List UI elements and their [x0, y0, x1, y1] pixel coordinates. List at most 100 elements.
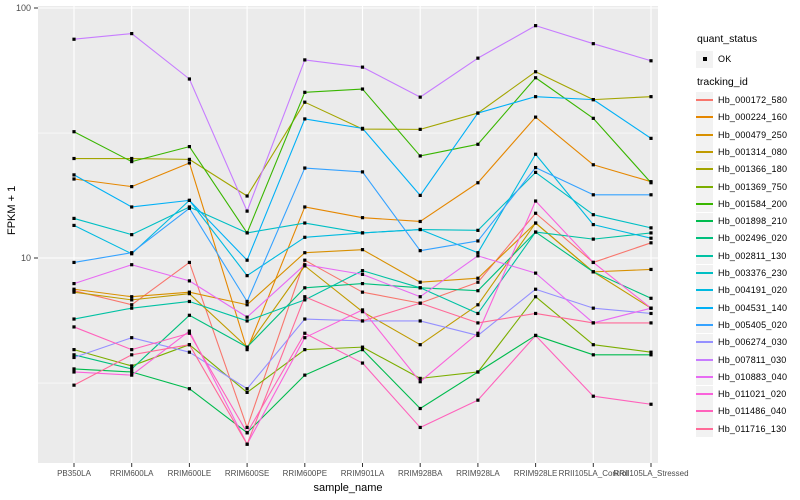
- series-color-swatch: [696, 393, 713, 396]
- legend-key-box: [696, 50, 713, 68]
- legend-item-label: Hb_001369_750: [718, 181, 788, 192]
- data-point: [591, 343, 595, 347]
- data-point: [476, 331, 480, 335]
- series-color-swatch: [696, 220, 713, 223]
- data-point: [187, 279, 191, 283]
- data-point: [476, 276, 480, 280]
- data-point: [476, 370, 480, 374]
- data-point: [187, 350, 191, 354]
- data-point: [130, 159, 134, 164]
- data-point: [418, 406, 422, 411]
- legend-key-box: [696, 316, 713, 334]
- data-point: [303, 221, 307, 225]
- x-axis-title: sample_name: [313, 482, 383, 494]
- data-point: [72, 223, 76, 228]
- legend-item-Hb_004531_140: Hb_004531_140: [696, 299, 787, 317]
- data-point: [591, 42, 595, 46]
- data-point: [303, 205, 307, 209]
- data-point: [534, 199, 538, 203]
- legend-item-label: Hb_007811_030: [718, 354, 787, 365]
- data-point: [303, 100, 307, 104]
- legend-key-box: [696, 108, 713, 126]
- legend-item-Hb_011021_020: Hb_011021_020: [696, 385, 787, 403]
- legend-item-label: Hb_005405_020: [718, 319, 788, 330]
- data-point: [130, 336, 134, 340]
- x-tick-label: RRIM928BA: [398, 469, 443, 478]
- data-point: [534, 295, 538, 299]
- legend-item-Hb_002496_020: Hb_002496_020: [696, 229, 787, 247]
- series-color-swatch: [696, 375, 713, 378]
- legend-item-Hb_000224_160: Hb_000224_160: [696, 108, 787, 126]
- data-point: [418, 376, 422, 380]
- data-point: [303, 166, 307, 170]
- legend-key-box: [696, 160, 713, 178]
- data-point: [476, 181, 480, 185]
- data-point: [476, 303, 480, 307]
- legend-item-label: Hb_011021_020: [718, 389, 787, 400]
- data-point: [360, 248, 365, 252]
- data-point: [72, 383, 76, 387]
- data-point: [534, 170, 538, 174]
- series-color-swatch: [696, 116, 713, 119]
- data-point: [418, 380, 422, 384]
- series-color-swatch: [696, 99, 713, 101]
- data-point: [303, 295, 307, 299]
- legend-key-box: [696, 195, 713, 213]
- data-point: [534, 95, 538, 99]
- legend-item-label: Hb_006274_030: [718, 337, 788, 348]
- data-point: [245, 231, 249, 235]
- series-color-swatch: [696, 237, 713, 240]
- y-tick-label: 100: [16, 3, 31, 13]
- data-point: [130, 306, 134, 310]
- data-point: [649, 306, 653, 310]
- data-point: [534, 76, 538, 80]
- data-point: [72, 130, 76, 134]
- series-color-swatch: [696, 202, 713, 205]
- series-color-swatch: [696, 168, 713, 171]
- data-point: [130, 185, 134, 189]
- data-point: [130, 298, 134, 302]
- legend-key-box: [696, 299, 713, 317]
- legend-item-Hb_001584_200: Hb_001584_200: [696, 195, 787, 213]
- legend-key-box: [696, 420, 713, 438]
- data-point: [534, 211, 538, 215]
- data-point: [591, 116, 595, 120]
- data-point: [72, 317, 76, 321]
- legend-key-box: [696, 385, 713, 403]
- data-point: [360, 290, 365, 294]
- data-point: [476, 228, 480, 232]
- legend-key-box: [696, 333, 713, 351]
- data-point: [418, 425, 422, 430]
- data-point: [360, 281, 365, 286]
- data-point: [303, 336, 307, 340]
- data-point: [245, 319, 249, 323]
- data-point: [534, 221, 538, 225]
- legend-item-label: Hb_011716_130: [718, 423, 787, 434]
- data-point: [418, 127, 422, 131]
- data-point: [591, 306, 595, 310]
- data-point: [360, 269, 365, 273]
- data-point: [303, 235, 307, 239]
- data-point: [303, 331, 307, 335]
- data-point: [245, 194, 249, 198]
- data-point: [303, 251, 307, 255]
- series-color-swatch: [696, 150, 713, 153]
- legend-item-label: OK: [718, 54, 732, 64]
- data-point: [649, 95, 653, 99]
- data-point: [591, 98, 595, 102]
- x-tick-label: RRIM600LA: [110, 469, 154, 478]
- x-tick-label: RRIM600SE: [225, 469, 269, 478]
- legend-item-Hb_000172_580: Hb_000172_580: [696, 91, 787, 109]
- data-point: [591, 213, 595, 217]
- data-point: [534, 24, 538, 28]
- data-point: [72, 177, 76, 181]
- legend-item-Hb_001369_750: Hb_001369_750: [696, 178, 787, 196]
- data-point: [130, 370, 134, 374]
- series-color-swatch: [696, 427, 713, 430]
- data-point: [649, 236, 653, 240]
- data-point: [534, 271, 538, 275]
- legend-item-label: Hb_011486_040: [718, 406, 787, 417]
- data-point: [72, 260, 76, 265]
- legend-key-box: [696, 212, 713, 230]
- data-point: [534, 165, 538, 170]
